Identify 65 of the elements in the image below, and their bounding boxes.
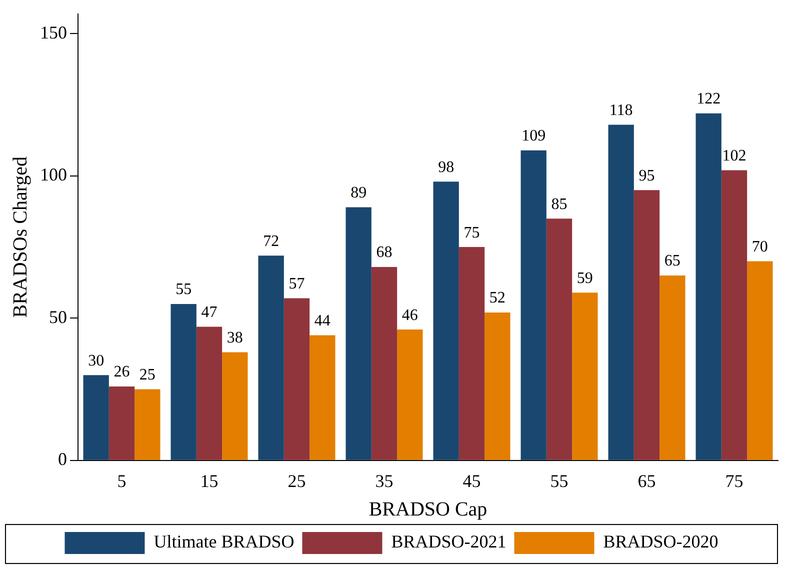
legend-label: BRADSO-2021 [391,532,506,552]
x-tick-label: 55 [550,470,568,491]
bar [458,247,485,460]
data-label: 55 [176,281,192,298]
data-label: 109 [522,128,546,145]
data-label: 122 [696,90,721,108]
legend-label: BRADSO-2020 [603,532,718,552]
bar [546,218,572,460]
y-tick-label: 100 [40,164,67,185]
bar [634,190,660,460]
x-tick-label: 25 [288,470,306,491]
x-tick-label: 5 [117,470,126,491]
bar [660,276,686,460]
bar [371,266,398,460]
bar [346,207,372,460]
y-tick-label: 0 [58,449,67,470]
data-label: 52 [489,290,506,307]
bar [258,256,284,460]
bar [572,292,598,460]
y-axis-title: BRADSOs Charged [9,156,32,318]
bar [134,389,160,460]
data-label: 75 [464,224,480,242]
x-tick-label: 35 [375,470,394,491]
x-tick-label: 45 [462,470,481,491]
bar [747,261,773,460]
bar [83,375,109,460]
data-label: 102 [722,147,746,164]
data-label: 95 [638,167,655,184]
data-label: 38 [226,330,243,347]
bar [284,298,310,460]
x-tick-label: 15 [200,470,218,491]
data-label: 59 [576,270,593,287]
x-axis-title: BRADSO Cap [368,498,488,520]
data-label: 47 [201,304,218,321]
bar [222,352,248,460]
data-label: 46 [402,306,418,324]
data-label: 26 [114,364,130,381]
y-tick-label: 50 [49,306,67,327]
data-label: 85 [551,196,568,213]
data-label: 118 [609,102,633,119]
y-tick-label: 150 [40,22,67,42]
bar [721,170,748,460]
legend-label: Ultimate BRADSO [154,532,294,552]
x-tick-label: 65 [638,470,656,491]
data-label: 57 [288,275,305,292]
bar [608,124,634,460]
data-label: 44 [314,312,330,330]
data-label: 72 [263,232,280,250]
data-label: 89 [350,184,367,202]
x-tick-label: 75 [725,470,744,491]
bar [433,182,459,460]
data-label: 65 [664,252,680,270]
data-label: 25 [139,366,156,384]
bar [108,386,135,460]
bar [170,304,196,460]
data-label: 98 [438,158,454,176]
data-label: 70 [752,238,768,256]
bar [310,335,336,460]
bar [520,150,546,460]
bar [397,330,423,460]
data-label: 68 [376,244,392,262]
bar [484,312,510,460]
bar [696,113,722,460]
bar [196,326,222,460]
data-label: 30 [88,352,104,370]
